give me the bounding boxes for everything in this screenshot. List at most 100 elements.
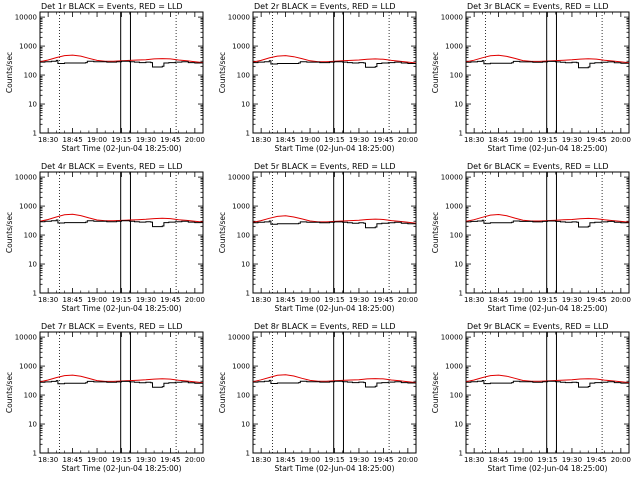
y-axis-label: Counts/sec xyxy=(218,212,227,253)
y-tick-label: 1 xyxy=(459,130,463,138)
x-tick-label: 19:30 xyxy=(136,296,156,304)
y-tick-label: 10000 xyxy=(15,174,37,182)
x-tick-label: 20:00 xyxy=(185,296,205,304)
x-tick-label: 19:30 xyxy=(562,296,582,304)
x-tick-label: 18:30 xyxy=(38,136,58,144)
x-axis-label: Start Time (02-Jun-04 18:25:00) xyxy=(62,304,182,313)
y-tick-label: 100 xyxy=(450,232,463,240)
x-tick-label: 19:30 xyxy=(136,456,156,464)
axes-frame xyxy=(465,171,630,294)
x-tick-label: 19:45 xyxy=(160,456,180,464)
x-tick-label: 20:00 xyxy=(611,456,631,464)
detector-panel-7: Det 7r BLACK = Events, RED = LLD 1 10 100 10… xyxy=(5,322,205,473)
y-tick-label: 10000 xyxy=(15,14,37,22)
y-axis-label: Counts/sec xyxy=(218,52,227,93)
x-tick-label: 19:15 xyxy=(324,456,344,464)
detector-panel-3: Det 3r BLACK = Events, RED = LLD 1 10 100 10… xyxy=(431,2,631,153)
x-axis-label: Start Time (02-Jun-04 18:25:00) xyxy=(275,304,395,313)
y-axis-label: Counts/sec xyxy=(218,372,227,413)
axes-frame xyxy=(465,331,630,454)
x-tick-label: 18:45 xyxy=(276,456,296,464)
events-rate-line xyxy=(466,60,630,69)
x-tick-label: 19:00 xyxy=(87,136,107,144)
x-tick-label: 19:45 xyxy=(586,456,606,464)
x-tick-label: 18:45 xyxy=(276,296,296,304)
y-axis-label: Counts/sec xyxy=(431,52,440,93)
y-tick-label: 10 xyxy=(28,261,37,269)
y-tick-label: 100 xyxy=(450,72,463,80)
y-tick-label: 100 xyxy=(237,232,250,240)
x-axis-label: Start Time (02-Jun-04 18:25:00) xyxy=(488,304,608,313)
x-tick-label: 19:30 xyxy=(136,136,156,144)
x-tick-label: 20:00 xyxy=(185,456,205,464)
y-tick-label: 100 xyxy=(450,392,463,400)
x-tick-label: 19:15 xyxy=(537,296,557,304)
x-tick-label: 18:30 xyxy=(251,296,271,304)
axes-frame xyxy=(252,331,417,454)
x-tick-label: 19:15 xyxy=(537,456,557,464)
x-tick-label: 19:15 xyxy=(324,136,344,144)
y-tick-label: 10000 xyxy=(441,334,463,342)
y-tick-label: 10 xyxy=(454,101,463,109)
panel-title: Det 2r BLACK = Events, RED = LLD xyxy=(254,2,396,11)
y-tick-label: 1000 xyxy=(19,43,37,51)
x-tick-label: 18:30 xyxy=(38,296,58,304)
x-tick-label: 19:45 xyxy=(373,296,393,304)
x-tick-label: 19:30 xyxy=(349,296,369,304)
panel-title: Det 6r BLACK = Events, RED = LLD xyxy=(467,162,609,171)
x-tick-label: 18:30 xyxy=(464,456,484,464)
y-tick-label: 10 xyxy=(454,261,463,269)
detector-panel-2: Det 2r BLACK = Events, RED = LLD 1 10 100 10… xyxy=(218,2,418,153)
y-tick-label: 10000 xyxy=(228,174,250,182)
y-axis-label: Counts/sec xyxy=(5,372,14,413)
x-tick-label: 18:45 xyxy=(489,136,509,144)
axes-frame xyxy=(39,171,204,294)
x-axis-label: Start Time (02-Jun-04 18:25:00) xyxy=(488,464,608,473)
x-tick-label: 19:00 xyxy=(300,296,320,304)
panel-title: Det 8r BLACK = Events, RED = LLD xyxy=(254,322,396,331)
x-tick-label: 20:00 xyxy=(398,296,418,304)
x-tick-label: 19:00 xyxy=(87,456,107,464)
panel-title: Det 7r BLACK = Events, RED = LLD xyxy=(41,322,183,331)
detector-panel-8: Det 8r BLACK = Events, RED = LLD 1 10 100 10… xyxy=(218,322,418,473)
x-tick-label: 19:00 xyxy=(300,456,320,464)
y-tick-label: 10000 xyxy=(228,14,250,22)
x-tick-label: 18:30 xyxy=(251,456,271,464)
y-tick-label: 100 xyxy=(24,392,37,400)
x-axis-label: Start Time (02-Jun-04 18:25:00) xyxy=(488,144,608,153)
detector-panel-9: Det 9r BLACK = Events, RED = LLD 1 10 100 10… xyxy=(431,322,631,473)
x-tick-label: 19:30 xyxy=(349,136,369,144)
y-tick-label: 1000 xyxy=(232,43,250,51)
x-tick-label: 20:00 xyxy=(398,136,418,144)
events-rate-line xyxy=(253,60,417,68)
x-tick-label: 18:45 xyxy=(63,136,83,144)
panel-title: Det 1r BLACK = Events, RED = LLD xyxy=(41,2,183,11)
x-tick-label: 19:15 xyxy=(111,136,131,144)
detector-panel-4: Det 4r BLACK = Events, RED = LLD 1 10 100 10… xyxy=(5,162,205,313)
x-tick-label: 20:00 xyxy=(185,136,205,144)
x-tick-label: 19:00 xyxy=(300,136,320,144)
x-tick-label: 18:30 xyxy=(38,456,58,464)
detector-panel-5: Det 5r BLACK = Events, RED = LLD 1 10 100 10… xyxy=(218,162,418,313)
axes-frame xyxy=(39,11,204,134)
y-axis-label: Counts/sec xyxy=(431,372,440,413)
y-tick-label: 1 xyxy=(459,450,463,458)
x-tick-label: 20:00 xyxy=(398,456,418,464)
y-tick-label: 1000 xyxy=(232,363,250,371)
y-tick-label: 1000 xyxy=(445,43,463,51)
x-tick-label: 19:00 xyxy=(513,456,533,464)
x-axis-label: Start Time (02-Jun-04 18:25:00) xyxy=(275,464,395,473)
x-tick-label: 18:30 xyxy=(464,136,484,144)
x-tick-label: 19:00 xyxy=(513,296,533,304)
y-axis-label: Counts/sec xyxy=(5,212,14,253)
x-tick-label: 19:45 xyxy=(160,296,180,304)
detector-panel-6: Det 6r BLACK = Events, RED = LLD 1 10 100 10… xyxy=(431,162,631,313)
events-rate-line xyxy=(253,379,417,388)
x-axis-label: Start Time (02-Jun-04 18:25:00) xyxy=(62,464,182,473)
y-tick-label: 10000 xyxy=(441,14,463,22)
y-tick-label: 100 xyxy=(237,72,250,80)
y-tick-label: 10000 xyxy=(15,334,37,342)
x-tick-label: 18:45 xyxy=(489,456,509,464)
y-tick-label: 1 xyxy=(33,290,37,298)
y-tick-label: 1000 xyxy=(445,203,463,211)
